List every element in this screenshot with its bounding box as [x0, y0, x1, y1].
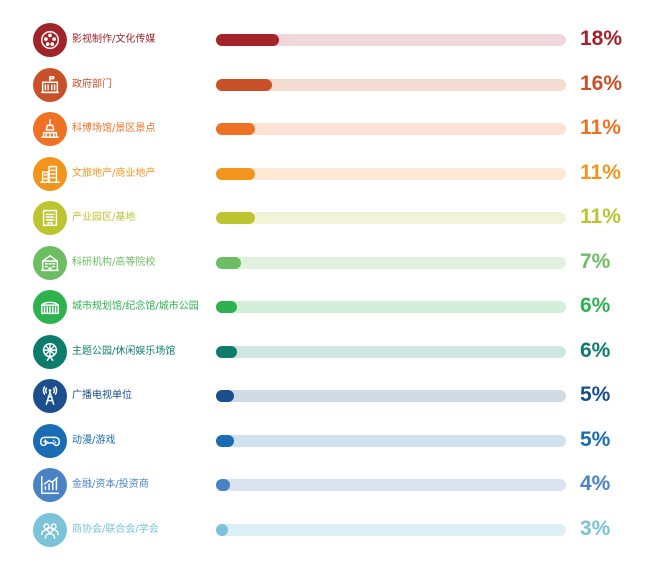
category-label: 政府部门 [72, 78, 112, 90]
bar [216, 301, 237, 313]
value-label: 11% [580, 160, 621, 184]
bar-track [216, 523, 566, 536]
growth-chart-icon [33, 468, 67, 502]
category-row: 城市规划馆/纪念馆/城市公园 6% [0, 287, 659, 327]
government-building-icon [33, 67, 67, 102]
gamepad-icon [33, 423, 67, 458]
bar [216, 78, 272, 91]
value-label: 7% [580, 249, 611, 273]
bar-track [216, 212, 566, 224]
category-label: 影视制作/文化传媒 [72, 34, 156, 45]
category-row: 产业园区/基地 11% [0, 198, 659, 238]
bar [216, 523, 228, 536]
category-label: 动漫/游戏 [72, 434, 116, 446]
bar-track [216, 479, 566, 491]
category-label: 商协会/联合会/学会 [72, 523, 159, 535]
bar-track [216, 345, 566, 358]
bar-track [216, 34, 566, 46]
value-label: 11% [580, 116, 621, 139]
value-label: 6% [580, 294, 611, 317]
category-row: 政府部门 16% [0, 65, 659, 105]
value-label: 4% [580, 472, 611, 495]
research-campus-icon [33, 245, 67, 280]
bar [216, 390, 234, 402]
bar [216, 167, 255, 180]
bar-track [216, 256, 566, 269]
category-row: 动漫/游戏 5% [0, 421, 659, 461]
bar-track [216, 301, 566, 313]
category-row: 广播电视单位 5% [0, 376, 659, 416]
value-label: 16% [580, 71, 623, 95]
value-label: 5% [580, 383, 611, 406]
bar-track [216, 434, 566, 447]
ferris-wheel-icon [33, 334, 67, 369]
broadcast-tower-icon [33, 379, 67, 413]
value-label: 18% [580, 27, 623, 50]
category-label: 文旅地产/商业地产 [72, 167, 156, 179]
category-row: 科博场馆/景区景点 11% [0, 109, 659, 149]
bar [216, 345, 237, 358]
category-label: 产业园区/基地 [72, 212, 136, 223]
category-row: 商协会/联合会/学会 3% [0, 510, 659, 550]
value-label: 6% [580, 338, 611, 362]
category-label: 广播电视单位 [72, 390, 132, 401]
category-label: 科博场馆/景区景点 [72, 123, 156, 134]
category-label: 主题公园/休闲娱乐场馆 [72, 345, 176, 357]
value-label: 11% [580, 205, 621, 228]
bar [216, 434, 234, 447]
bar [216, 479, 230, 491]
bar [216, 256, 241, 269]
museum-tower-icon [33, 112, 67, 146]
industrial-park-icon [33, 201, 67, 235]
category-label: 金融/资本/投资商 [72, 479, 149, 490]
bar [216, 123, 255, 135]
value-label: 3% [580, 516, 611, 540]
category-row: 文旅地产/商业地产 11% [0, 154, 659, 194]
bar [216, 212, 255, 224]
bar-track [216, 167, 566, 180]
city-buildings-icon [33, 156, 67, 191]
people-group-icon [33, 512, 67, 547]
category-label: 科研机构/高等院校 [72, 256, 156, 268]
exhibition-hall-icon [33, 290, 67, 324]
value-label: 5% [580, 427, 611, 451]
bar-track [216, 78, 566, 91]
category-label: 城市规划馆/纪念馆/城市公园 [72, 301, 199, 312]
bar-track [216, 123, 566, 135]
category-row: 主题公园/休闲娱乐场馆 6% [0, 332, 659, 372]
category-row: 金融/资本/投资商 4% [0, 465, 659, 505]
bar-track [216, 390, 566, 402]
category-row: 科研机构/高等院校 7% [0, 243, 659, 283]
category-row: 影视制作/文化传媒 18% [0, 20, 659, 60]
bar [216, 34, 279, 46]
film-reel-icon [33, 23, 67, 57]
